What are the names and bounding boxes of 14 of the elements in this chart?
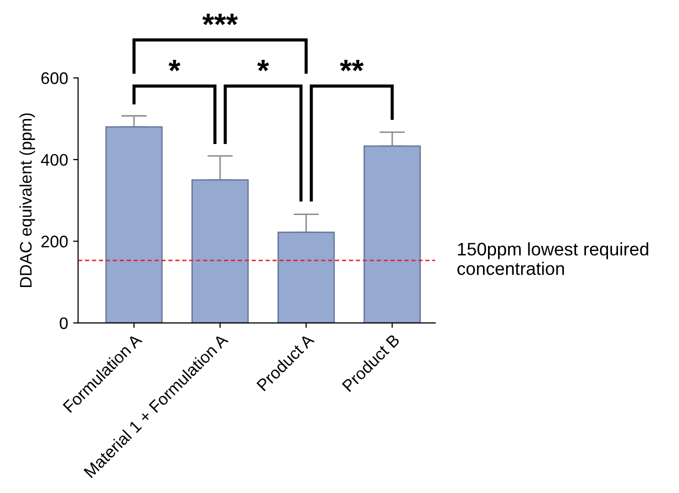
- bar: [364, 145, 421, 323]
- y-axis-title: DDAC equivalent (ppm): [19, 113, 36, 288]
- bar: [191, 179, 249, 323]
- bar: [277, 232, 335, 323]
- text: *: [168, 60, 180, 72]
- text: **: [340, 60, 364, 72]
- y-tick-label: 400: [40, 154, 68, 166]
- ref-line-label: 150ppm lowest required concentration: [457, 242, 648, 276]
- y-tick-label: 600: [41, 72, 68, 84]
- y-tick-label: 0: [60, 317, 68, 330]
- text: ***: [202, 14, 238, 26]
- text: *: [257, 60, 270, 72]
- y-tick-label: 200: [41, 236, 68, 248]
- bar: [105, 126, 163, 323]
